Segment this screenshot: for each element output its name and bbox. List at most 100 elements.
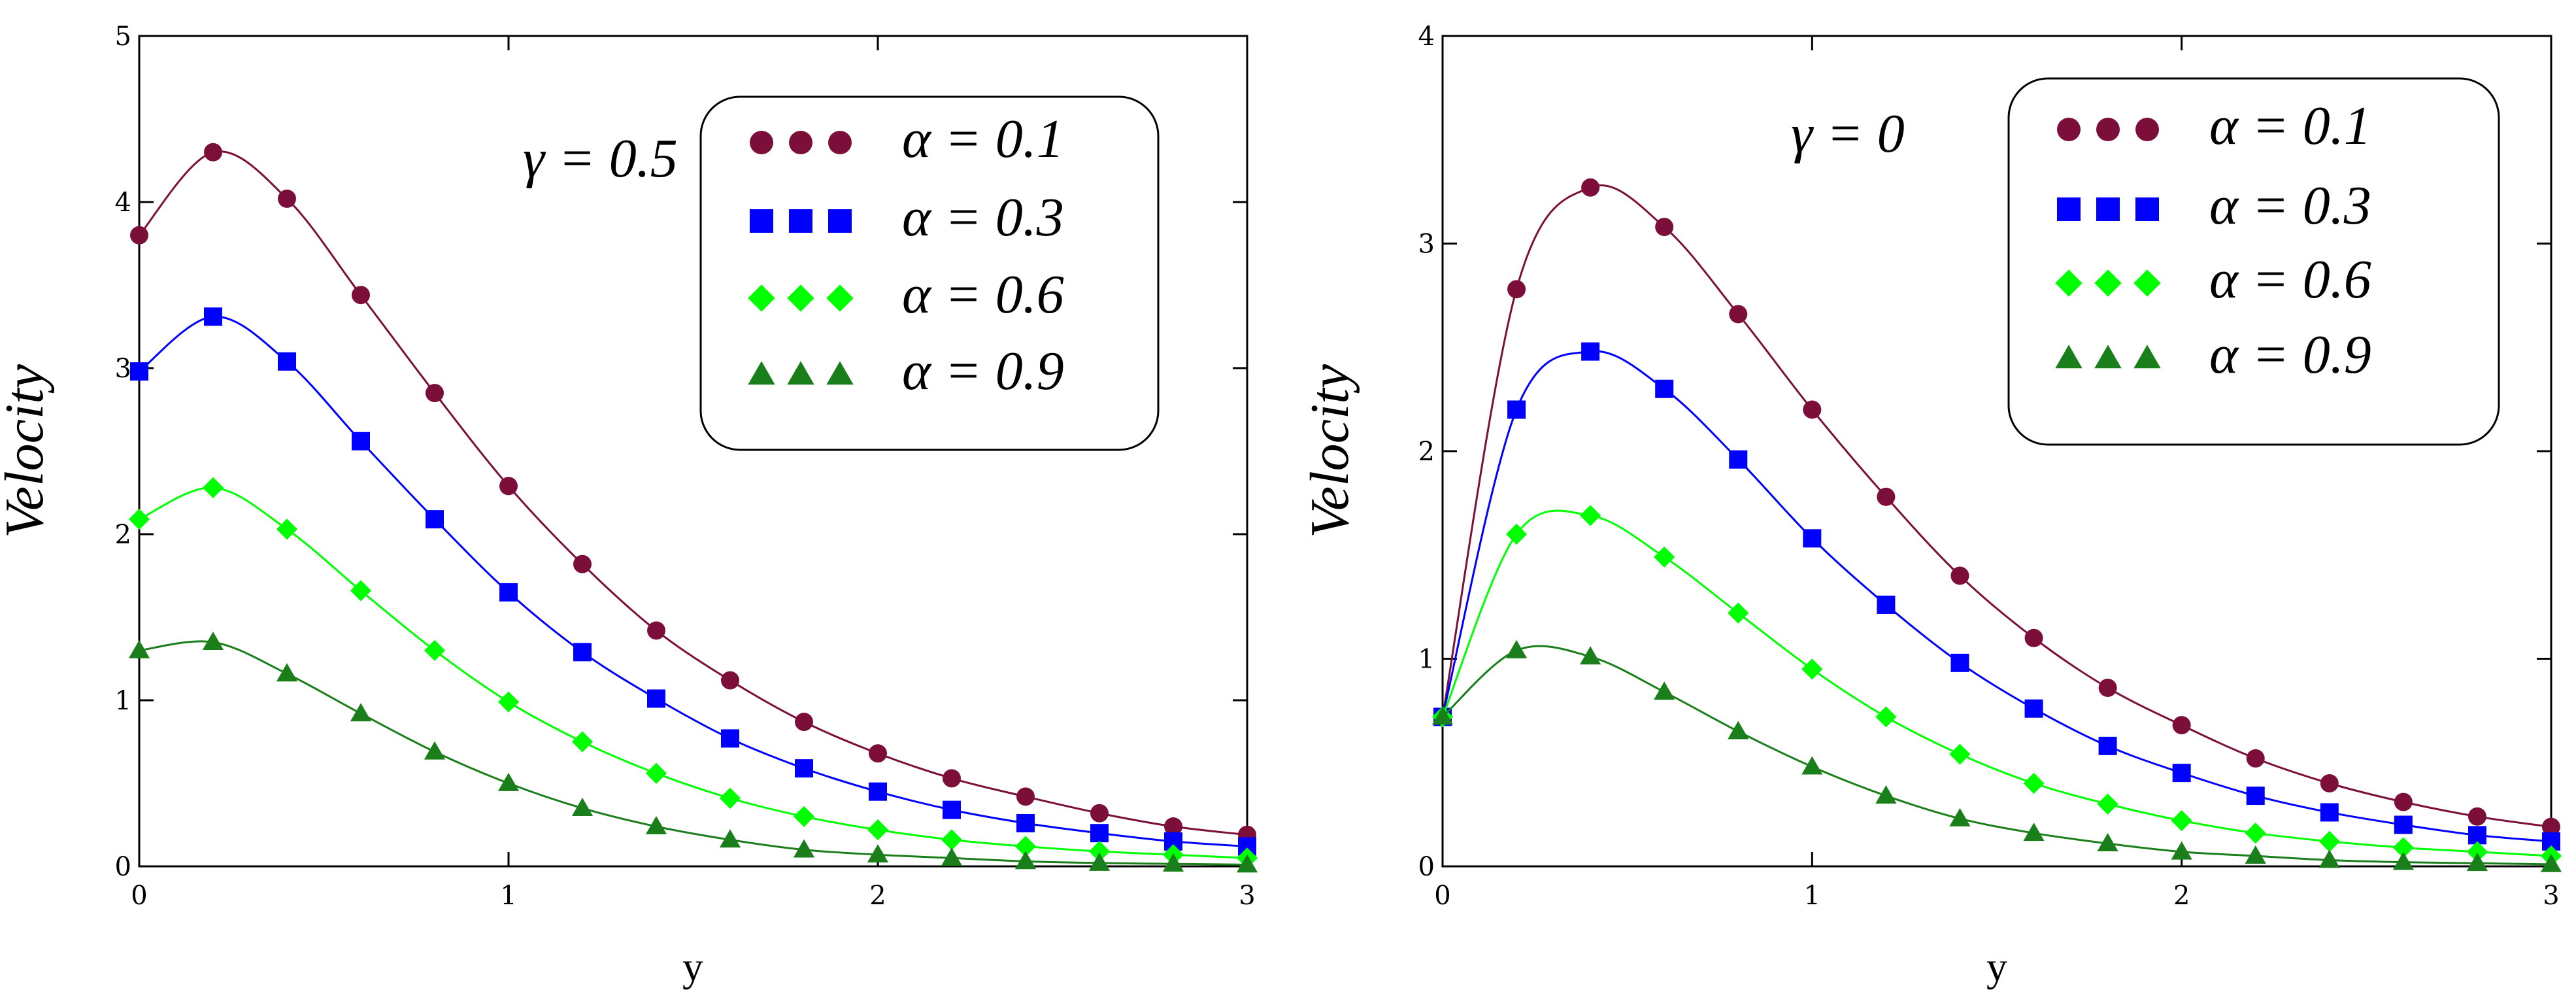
series-1 (1433, 342, 2560, 851)
data-point (426, 384, 444, 403)
legend-marker (826, 361, 854, 385)
data-point (647, 621, 665, 640)
data-point (2172, 716, 2191, 735)
gamma-annotation: γ = 0 (1791, 103, 1905, 164)
legend-marker (748, 361, 775, 385)
series-3 (1431, 639, 2562, 872)
x-tick-label: 1 (500, 881, 516, 911)
data-point (1236, 854, 1258, 873)
data-point (645, 815, 667, 834)
legend-label: α = 0.9 (2209, 324, 2371, 385)
legend-label: α = 0.1 (2209, 95, 2371, 156)
data-point (204, 307, 222, 326)
legend-label: α = 0.3 (2209, 175, 2371, 236)
data-point (645, 762, 667, 784)
data-point (2467, 807, 2486, 826)
data-point (2466, 841, 2488, 862)
data-point (869, 744, 887, 763)
data-point (1581, 342, 1600, 361)
data-point (2024, 628, 2043, 647)
legend-label: α = 0.6 (2209, 249, 2371, 310)
data-point (1950, 653, 1969, 672)
data-point (1088, 852, 1111, 871)
data-point (130, 226, 148, 245)
y-tick-label: 5 (115, 22, 131, 52)
y-axis-title: Velocity (1299, 364, 1360, 538)
data-point (350, 703, 372, 722)
plot-frame (138, 35, 1248, 868)
series-line (1441, 645, 2552, 866)
data-point (573, 643, 592, 662)
x-axis-title: y (682, 944, 703, 990)
data-point (1655, 218, 1674, 237)
data-point (202, 477, 224, 498)
series-line (139, 640, 1248, 866)
data-point (719, 787, 741, 809)
data-point (202, 632, 224, 650)
data-point (2318, 830, 2340, 852)
legend-box (699, 95, 1160, 451)
y-tick-label: 2 (1418, 437, 1435, 467)
data-point (1877, 595, 1896, 614)
data-point (1014, 851, 1037, 870)
data-point (1949, 808, 1971, 826)
series-0 (1433, 178, 2560, 836)
data-point (2172, 764, 2191, 783)
data-point (2246, 749, 2265, 768)
data-point (1729, 450, 1748, 469)
data-point (2394, 792, 2413, 811)
data-point (1016, 787, 1035, 806)
data-point (497, 772, 520, 791)
legend-marker (789, 209, 812, 233)
data-point (204, 143, 222, 162)
data-point (2320, 803, 2339, 822)
data-point (1580, 646, 1601, 665)
series-2 (1431, 505, 2562, 867)
data-point (943, 769, 961, 788)
data-point (1729, 305, 1748, 324)
y-tick-label: 2 (115, 520, 131, 550)
data-point (1803, 529, 1822, 548)
data-point (352, 432, 370, 450)
data-point (1655, 379, 1674, 398)
data-point (2320, 774, 2339, 792)
data-point (573, 554, 592, 573)
data-point (352, 286, 370, 305)
data-point (1950, 566, 1969, 585)
data-point (719, 829, 741, 848)
data-point (795, 713, 813, 732)
data-point (1728, 721, 1749, 740)
legend-marker (826, 284, 854, 312)
data-point (1875, 706, 1897, 728)
legend-marker (2096, 118, 2120, 141)
series-3 (128, 632, 1258, 873)
legend-marker (750, 131, 773, 154)
data-point (1877, 487, 1896, 506)
data-point (499, 583, 518, 602)
data-point (497, 691, 520, 713)
legend-marker (2057, 197, 2081, 221)
data-point (943, 800, 961, 819)
legend-marker (787, 284, 814, 312)
data-point (2097, 793, 2118, 815)
data-point (795, 759, 813, 778)
x-tick-label: 3 (2543, 881, 2559, 911)
y-tick-label: 0 (115, 852, 131, 882)
data-point (2098, 736, 2117, 755)
data-point (1507, 400, 1526, 419)
data-point (350, 580, 372, 602)
x-tick-label: 0 (1434, 881, 1450, 911)
data-point (276, 663, 298, 682)
legend-label: α = 0.9 (902, 341, 1064, 401)
data-point (647, 689, 665, 708)
data-point (571, 731, 594, 753)
data-point (1016, 813, 1035, 832)
data-point (793, 839, 815, 858)
series-0 (130, 143, 1256, 844)
data-point (1801, 756, 1823, 775)
legend-marker (828, 209, 852, 233)
data-point (424, 741, 446, 760)
legend-marker (789, 131, 812, 154)
gamma-annotation: γ = 0.5 (523, 128, 678, 189)
